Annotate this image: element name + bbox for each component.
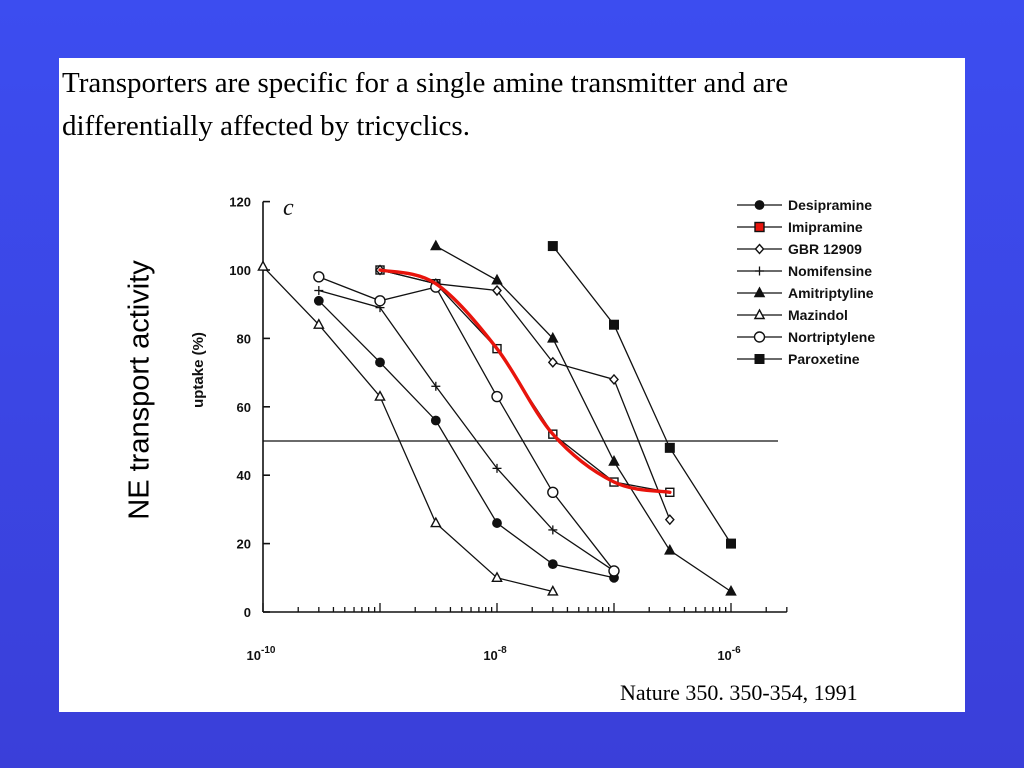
data-point-paroxetine [664,442,675,453]
data-point-gbr-12909 [664,514,675,526]
panel-letter: c [283,195,294,221]
legend-entry-paroxetine: Paroxetine [737,351,860,367]
legend-entry-amitriptyline: Amitriptyline [737,285,874,301]
slide-title: Transporters are specific for a single a… [62,67,789,142]
data-point-nomifensine [548,525,558,535]
series-line-imipramine [379,269,670,493]
legend-entry-nomifensine: Nomifensine [737,263,872,279]
x-tick-label: 10-6 [717,645,741,663]
legend-marker [754,243,765,255]
data-point-nortriptylene [491,390,503,403]
legend-label: Desipramine [788,197,872,213]
data-point-mazindol [547,585,559,596]
data-point-amitriptyline [547,331,559,343]
data-point-amitriptyline [664,543,676,555]
data-point-nortriptylene [313,271,325,283]
legend-marker [754,200,765,210]
highlight-layer [378,268,672,494]
legend-marker-highlight [754,221,765,233]
legend-label: GBR 12909 [788,241,862,257]
legend-label: Mazindol [788,307,848,323]
legend-marker [755,266,764,276]
highlight-curve-imipramine [378,268,672,494]
data-point-mazindol [430,516,442,528]
data-point-nortriptylene [374,295,386,307]
y-tick-label: 120 [229,195,251,210]
data-point-amitriptyline [725,585,737,596]
series-line-nomifensine [318,289,615,572]
series-amitriptyline [430,239,737,596]
data-point-nortriptylene [547,486,559,498]
data-point-paroxetine [609,319,620,330]
data-point-mazindol [313,318,325,329]
series-mazindol [257,260,559,596]
x-tick-label: 10-8 [483,645,507,663]
series-imipramine [375,265,675,497]
legend-entry-gbr-12909: GBR 12909 [737,241,862,257]
legend-marker [753,331,766,343]
series-line-nortriptylene [318,276,615,572]
data-point-desipramine [492,518,502,528]
x-tick-label: 10-10 [247,645,276,663]
series-line-desipramine [318,300,615,579]
legend-marker [753,308,766,320]
legend-label: Paroxetine [788,351,860,367]
data-point-amitriptyline [430,239,442,251]
series-desipramine [313,295,619,583]
y-tick-label: 80 [237,331,251,346]
legend-label: Nomifensine [788,263,872,279]
data-point-mazindol [257,260,269,271]
legend-marker [753,286,766,298]
data-point-desipramine [313,295,324,306]
legend-entry-mazindol: Mazindol [737,307,848,323]
legend-marker [754,354,765,365]
series-line-paroxetine [552,245,732,544]
series-layer [257,239,737,596]
y-axis-label: uptake (%) [190,332,207,408]
data-point-nomifensine [314,286,324,296]
series-nomifensine [314,286,619,576]
data-point-amitriptyline [491,273,503,285]
chart-legend: Desipramine Imipramine GBR 12909 Nomifensin… [737,197,875,367]
data-point-mazindol [374,390,386,401]
legend-entry-desipramine: Desipramine [737,197,872,213]
data-point-desipramine [430,415,441,426]
series-line-amitriptyline [435,245,732,593]
legend-entry-nortriptylene: Nortriptylene [737,329,875,345]
series-line-gbr-12909 [379,269,671,520]
data-point-amitriptyline [608,455,620,466]
series-nortriptylene [313,271,620,577]
legend-label: Nortriptylene [788,329,875,345]
y-tick-label: 100 [229,263,251,278]
slide-panel [59,58,965,712]
y-tick-label: 40 [237,468,251,483]
data-point-gbr-12909 [609,373,619,385]
y-tick-label: 0 [244,605,251,620]
data-point-nomifensine [492,463,502,473]
chart-axes: 0 20 40 60 80 100 120 10-10 10-8 10-6 [229,195,788,663]
series-paroxetine [547,241,737,549]
series-line-mazindol [262,266,553,593]
y-tick-label: 60 [237,400,251,415]
legend-label: Imipramine [788,219,863,235]
data-point-paroxetine [726,538,737,549]
y-tick-label: 20 [237,537,251,552]
legend-entry-imipramine: Imipramine [737,219,863,235]
data-point-paroxetine [547,241,558,252]
data-point-gbr-12909 [492,284,502,297]
data-point-desipramine [375,357,385,368]
data-point-mazindol [491,571,503,582]
side-axis-label: NE transport activity [123,260,156,520]
data-point-nortriptylene [608,565,620,577]
data-point-desipramine [547,559,558,570]
data-point-gbr-12909 [547,356,558,368]
data-point-nomifensine [431,381,441,391]
legend-label: Amitriptyline [788,285,874,301]
citation: Nature 350. 350-354, 1991 [620,680,858,705]
